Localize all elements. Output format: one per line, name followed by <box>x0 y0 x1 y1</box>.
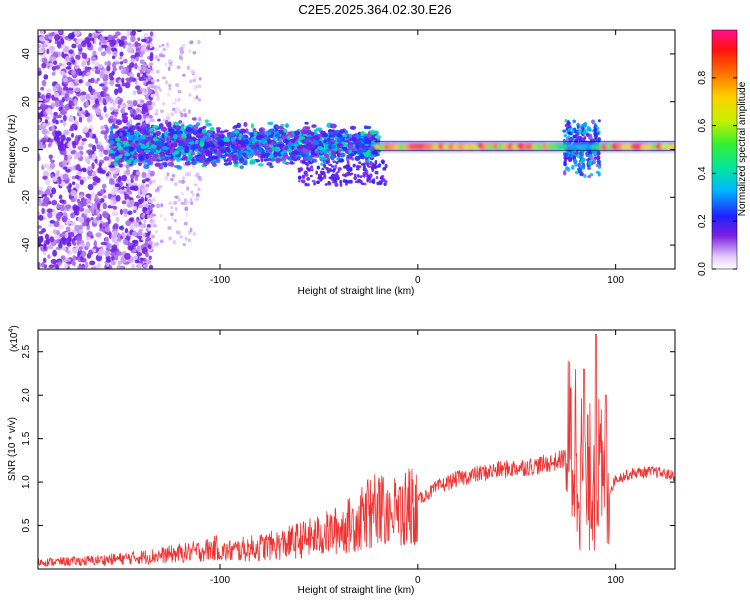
snr-series-line <box>38 333 675 567</box>
snr-panel: -100 0 100 0.5 1.0 1.5 2.0 2.5 Height of straig… <box>7 325 676 596</box>
snr-ticks: -100 0 100 0.5 1.0 1.5 2.0 2.5 <box>21 330 675 586</box>
spectrogram-x-axis-title: Height of straight line (km) <box>298 286 415 297</box>
colorbar-gradient <box>711 29 738 270</box>
snr-y-tick-label: 1.0 <box>21 475 32 489</box>
colorbar: 0.0 0.2 0.4 0.6 0.8 Normalized spectral ampl… <box>697 29 748 276</box>
snr-y-tick-label: 1.5 <box>21 431 32 445</box>
colorbar-tick-label: 0.8 <box>697 70 708 84</box>
snr-y-tick-label: 2.5 <box>21 344 32 358</box>
spectrogram-y-tick-label: 40 <box>21 48 32 60</box>
spectrogram-x-tick-label: -100 <box>210 275 230 286</box>
snr-y-tick-label: 0.5 <box>21 518 32 532</box>
chart-title: C2E5.2025.364.02.30.E26 <box>298 2 451 17</box>
colorbar-ticks: 0.0 0.2 0.4 0.6 0.8 <box>697 70 737 276</box>
spectrogram-x-tick-label: 0 <box>415 275 421 286</box>
spectrogram-ticks: -100 0 100 -40 -20 0 20 40 <box>21 30 675 286</box>
colorbar-tick-label: 0.2 <box>697 214 708 228</box>
colorbar-title: Normalized spectral amplitude <box>737 81 748 216</box>
spectrogram-y-axis-title: Frequency (Hz) <box>7 115 18 184</box>
snr-y-axis-title: SNR (10 * v/v) <box>7 417 18 481</box>
spectrogram-panel: -100 0 100 -40 -20 0 20 40 Height of straight l… <box>7 29 676 297</box>
snr-x-tick-label: -100 <box>210 575 230 586</box>
colorbar-tick-label: 0.0 <box>697 262 708 276</box>
spectrogram-image <box>38 30 675 269</box>
colorbar-tick-label: 0.6 <box>697 118 708 132</box>
colorbar-tick-label: 0.4 <box>697 166 708 180</box>
snr-frame <box>37 329 676 570</box>
snr-x-axis-title: Height of straight line (km) <box>298 585 415 596</box>
snr-y-tick-label: 2.0 <box>21 388 32 402</box>
snr-scale-text: (x10 <box>9 332 20 352</box>
spectrogram-y-tick-label: 0 <box>21 146 32 152</box>
spectrogram-y-tick-label: 20 <box>21 96 32 108</box>
snr-scale-label: (x104) <box>8 325 20 352</box>
svg-text:(x104): (x104) <box>8 325 20 352</box>
spectrogram-x-tick-label: 100 <box>607 275 624 286</box>
snr-x-tick-label: 0 <box>415 575 421 586</box>
spectrogram-y-tick-label: -40 <box>21 237 32 252</box>
snr-scale-exponent: 4 <box>8 329 15 333</box>
snr-x-tick-label: 100 <box>607 575 624 586</box>
spectrogram-y-tick-label: -20 <box>21 190 32 205</box>
